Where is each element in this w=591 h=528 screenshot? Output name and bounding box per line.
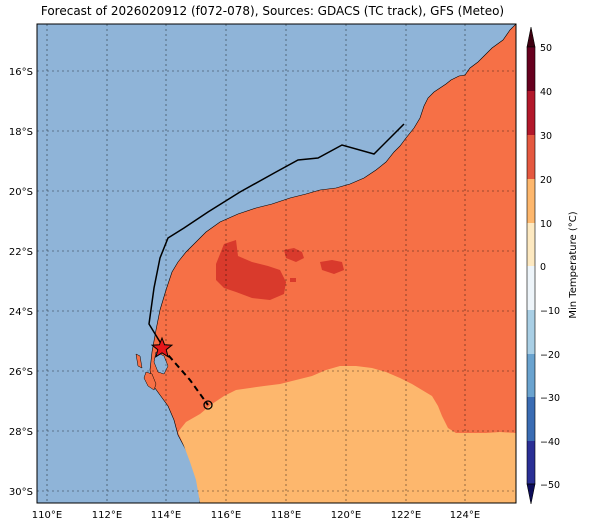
map-title: Forecast of 2026020912 (f072-078), Sourc… <box>40 4 505 18</box>
colorbar-band <box>527 354 535 397</box>
colorbar-tick: −50 <box>540 480 560 491</box>
lat-tick: 22°S <box>9 247 33 258</box>
colorbar-tick: −10 <box>540 306 560 317</box>
shark-bay-inlet <box>153 351 169 375</box>
colorbar-tick: −20 <box>540 350 560 361</box>
colorbar-tick: 50 <box>540 43 552 54</box>
colorbar-title: Min Temperature (°C) <box>568 211 579 318</box>
lat-tick: 24°S <box>9 307 33 318</box>
lat-tick: 28°S <box>9 427 33 438</box>
colorbar-tick: −40 <box>540 437 560 448</box>
colorbar-bottom-arrow <box>526 483 536 505</box>
colorbar-tick: 30 <box>540 131 552 142</box>
colorbar-tick: 20 <box>540 175 552 186</box>
colorbar-tick: 40 <box>540 87 552 98</box>
lon-axis: 110°E 112°E 114°E 116°E 118°E 120°E 122°… <box>32 510 480 521</box>
colorbar-band <box>527 397 535 441</box>
colorbar-band <box>527 91 535 135</box>
tc-end-marker <box>203 400 213 410</box>
lon-tick: 114°E <box>151 510 181 521</box>
land-hot-zone-3 <box>320 260 344 274</box>
lon-tick: 120°E <box>331 510 361 521</box>
lat-axis: 16°S 18°S 20°S 22°S 24°S 26°S 28°S 30°S <box>9 67 33 498</box>
lat-tick: 26°S <box>9 367 33 378</box>
colorbar-band <box>527 179 535 223</box>
lon-tick: 118°E <box>271 510 301 521</box>
peninsula <box>143 371 157 391</box>
colorbar-frame <box>526 46 536 485</box>
land-hot-zone-4 <box>290 278 296 282</box>
colorbar-band <box>527 441 535 484</box>
lon-tick: 116°E <box>211 510 241 521</box>
lat-tick: 30°S <box>9 487 33 498</box>
land-hot-zone <box>216 240 286 300</box>
colorbar-tick: 10 <box>540 219 552 230</box>
colorbar-band <box>527 310 535 354</box>
tc-track-past <box>148 123 405 349</box>
colorbar-band <box>527 266 535 310</box>
colorbar-band <box>527 223 535 266</box>
colorbar: 50 40 30 20 10 0 −10 −20 −30 −40 −50 Min… <box>526 26 579 505</box>
lat-tick: 20°S <box>9 187 33 198</box>
land-cool-zone <box>178 366 516 503</box>
tc-current-position-star <box>150 336 174 358</box>
lon-tick: 122°E <box>391 510 421 521</box>
colorbar-tick: −30 <box>540 393 560 404</box>
colorbar-band <box>527 47 535 91</box>
colorbar-top-arrow <box>526 26 536 48</box>
lon-tick: 112°E <box>92 510 122 521</box>
land-hot-zone-2 <box>284 248 304 262</box>
lon-tick: 110°E <box>32 510 62 521</box>
lon-tick: 124°E <box>450 510 480 521</box>
lat-tick: 18°S <box>9 127 33 138</box>
colorbar-tick: 0 <box>540 262 546 273</box>
tc-track-forecast <box>161 347 209 406</box>
lat-tick: 16°S <box>9 67 33 78</box>
map-frame <box>36 23 517 504</box>
colorbar-band <box>527 135 535 179</box>
island <box>135 353 143 369</box>
